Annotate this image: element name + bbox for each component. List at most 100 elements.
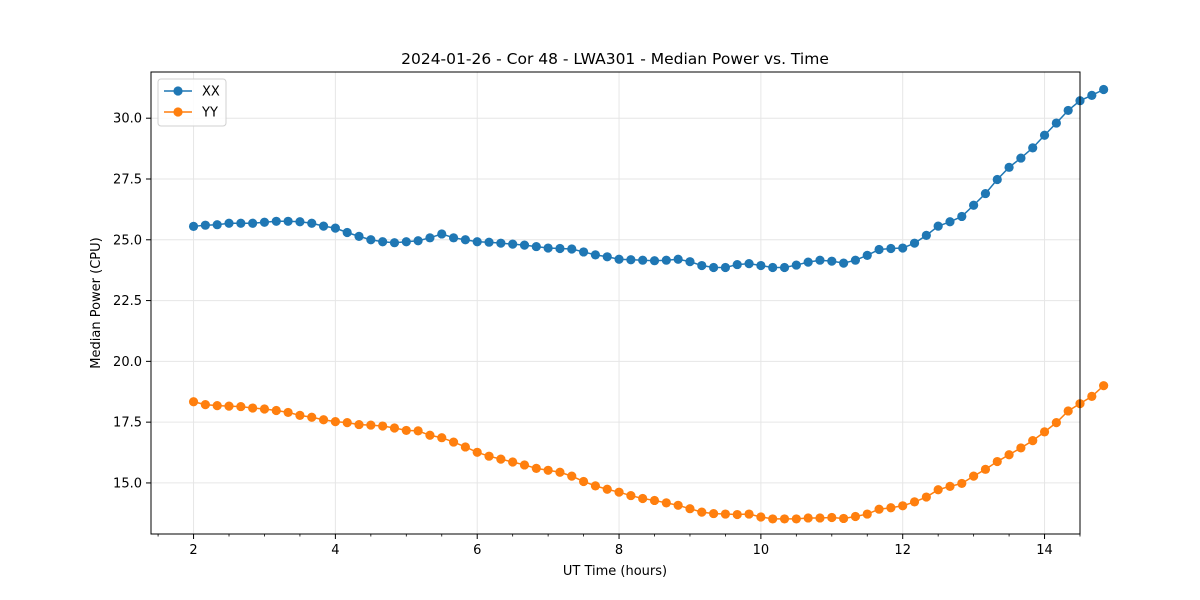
- x-tick-label: 10: [753, 543, 770, 558]
- data-point-xx: [271, 216, 281, 226]
- data-point-xx: [850, 255, 861, 265]
- data-point-yy: [732, 509, 742, 520]
- x-tick-label: 14: [1036, 543, 1053, 558]
- y-tick-label: 15.0: [113, 476, 142, 491]
- data-point-xx: [484, 237, 494, 247]
- data-point-xx: [342, 227, 352, 238]
- data-point-xx: [283, 216, 293, 226]
- data-point-xx: [874, 244, 884, 255]
- data-point-yy: [992, 456, 1002, 467]
- data-point-yy: [236, 401, 246, 412]
- data-point-xx: [496, 238, 506, 248]
- data-point-yy: [330, 417, 340, 427]
- y-tick-label: 30.0: [113, 112, 142, 127]
- data-point-yy: [271, 405, 281, 416]
- data-point-yy: [259, 404, 270, 414]
- data-point-yy: [248, 403, 258, 413]
- legend-label-yy: YY: [201, 106, 218, 121]
- y-tick-label: 27.5: [113, 172, 142, 187]
- data-point-yy: [307, 412, 317, 422]
- plot-area-frame: [150, 71, 1081, 535]
- data-point-yy: [425, 430, 435, 440]
- data-point-xx: [366, 235, 376, 245]
- data-point-xx: [472, 237, 482, 247]
- data-point-yy: [768, 514, 778, 524]
- data-point-xx: [720, 262, 731, 273]
- data-point-xx: [1087, 90, 1097, 100]
- data-point-xx: [224, 218, 234, 228]
- data-point-xx: [1039, 130, 1050, 140]
- data-point-yy: [590, 481, 601, 491]
- data-point-yy: [224, 401, 234, 411]
- data-point-yy: [354, 419, 364, 430]
- data-point-xx: [756, 260, 766, 271]
- data-point-xx: [212, 220, 222, 230]
- data-point-yy: [543, 465, 553, 475]
- data-point-xx: [413, 236, 423, 246]
- data-point-xx: [602, 252, 612, 262]
- data-point-xx: [768, 262, 778, 273]
- data-point-yy: [389, 423, 400, 433]
- data-point-xx: [898, 243, 908, 253]
- data-point-xx: [815, 255, 825, 265]
- data-point-yy: [898, 501, 908, 511]
- series-line-yy: [193, 385, 1105, 520]
- data-point-yy: [980, 464, 991, 474]
- data-point-yy: [638, 493, 648, 504]
- data-point-yy: [519, 460, 530, 470]
- data-point-yy: [827, 512, 837, 523]
- data-point-xx: [188, 221, 199, 232]
- data-point-xx: [543, 243, 553, 253]
- data-point-yy: [555, 467, 565, 477]
- data-point-yy: [295, 410, 305, 420]
- data-point-yy: [413, 426, 423, 436]
- data-point-xx: [732, 259, 742, 270]
- data-point-xx: [685, 257, 695, 267]
- data-point-yy: [318, 415, 329, 425]
- data-point-xx: [236, 218, 246, 228]
- data-point-yy: [1087, 391, 1097, 401]
- data-point-yy: [886, 503, 896, 513]
- data-point-yy: [697, 507, 707, 517]
- y-tick-label: 22.5: [113, 294, 142, 309]
- data-point-yy: [1039, 427, 1050, 437]
- data-point-yy: [874, 504, 884, 514]
- series-yy: [188, 381, 1109, 524]
- data-point-xx: [1063, 105, 1073, 116]
- data-point-yy: [720, 509, 731, 519]
- data-point-xx: [779, 262, 790, 273]
- data-point-xx: [354, 231, 364, 241]
- data-point-yy: [803, 513, 813, 523]
- data-point-yy: [649, 495, 660, 506]
- data-point-xx: [401, 237, 411, 247]
- legend-marker-yy: [173, 107, 183, 117]
- legend-marker-xx: [173, 86, 183, 96]
- y-axis-title: Median Power (CPU): [89, 237, 104, 368]
- data-point-yy: [448, 437, 459, 447]
- data-point-yy: [933, 485, 943, 495]
- data-point-xx: [992, 174, 1002, 185]
- data-point-xx: [1016, 153, 1026, 163]
- data-point-yy: [1004, 450, 1014, 460]
- data-point-xx: [673, 254, 683, 264]
- data-point-yy: [744, 509, 754, 519]
- x-axis-title: UT Time (hours): [563, 564, 667, 579]
- data-point-xx: [555, 243, 565, 254]
- data-point-yy: [756, 512, 766, 522]
- data-point-xx: [862, 250, 872, 260]
- data-point-yy: [779, 514, 790, 524]
- data-point-xx: [1099, 84, 1109, 95]
- data-point-xx: [957, 211, 967, 222]
- data-point-xx: [886, 243, 896, 254]
- data-point-yy: [839, 513, 849, 524]
- data-point-xx: [791, 260, 801, 270]
- data-point-yy: [578, 476, 589, 487]
- data-point-yy: [791, 514, 801, 524]
- data-point-xx: [649, 256, 660, 266]
- data-point-yy: [685, 504, 695, 514]
- data-point-yy: [378, 421, 388, 431]
- data-point-xx: [1028, 143, 1038, 153]
- data-point-xx: [1051, 118, 1061, 128]
- data-point-xx: [460, 235, 470, 245]
